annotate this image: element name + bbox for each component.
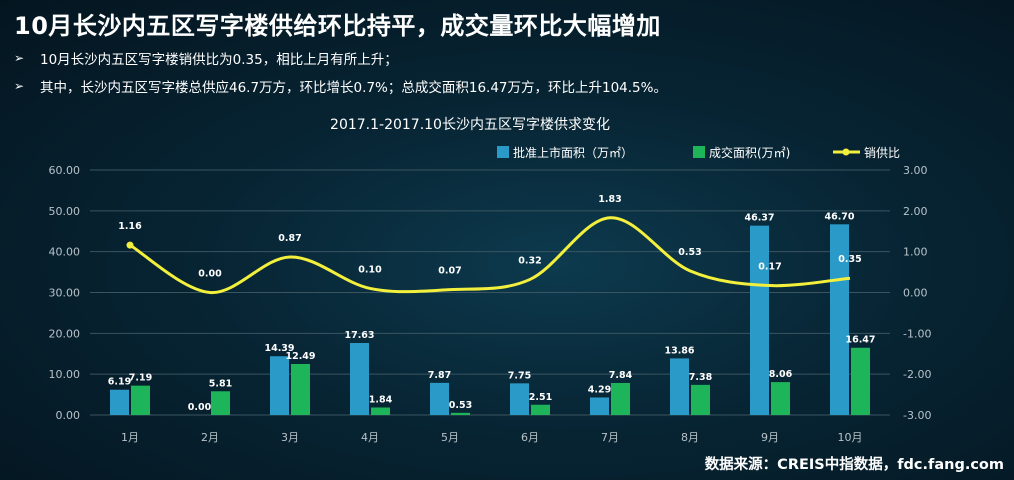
x-tick-label: 8月 — [681, 431, 699, 444]
deal-data-label: 12.49 — [285, 351, 315, 362]
legend-label-supply: 批准上市面积（万㎡） — [513, 145, 633, 160]
supply-bar — [830, 224, 849, 415]
supply-data-label: 46.37 — [744, 213, 774, 224]
y-right-tick-label: 3.00 — [903, 164, 928, 177]
deal-bar — [291, 363, 310, 415]
y-left-tick-label: 50.00 — [49, 205, 81, 218]
supply-bar — [510, 383, 529, 415]
ratio-data-label: 0.00 — [198, 269, 222, 280]
bullet-text-supply: 其中，长沙内五区写字楼总供应46.7万方，环比增长0.7%；总成交面积16.47… — [40, 80, 667, 96]
x-tick-label: 4月 — [361, 431, 379, 444]
bullet-text-ratio: 10月长沙内五区写字楼销供比为0.35，相比上月有所上升； — [40, 52, 398, 68]
legend-label-ratio: 销供比 — [864, 146, 900, 160]
deal-data-label: 0.53 — [449, 400, 472, 411]
chart-title: 2017.1-2017.10长沙内五区写字楼供求变化 — [330, 117, 610, 133]
ratio-point — [126, 241, 134, 249]
x-tick-label: 6月 — [521, 431, 539, 444]
legend-swatch-supply — [497, 146, 509, 158]
y-left-tick-label: 20.00 — [49, 327, 81, 340]
legend-label-deal: 成交面积(万㎡) — [709, 145, 790, 160]
supply-data-label: 7.75 — [508, 370, 531, 381]
supply-bar — [430, 382, 449, 415]
bullet-point-supply: ➢ 其中，长沙内五区写字楼总供应46.7万方，环比增长0.7%；总成交面积16.… — [14, 76, 667, 96]
y-left-tick-label: 10.00 — [49, 368, 81, 381]
deal-data-label: 7.84 — [609, 370, 633, 381]
y-left-tick-label: 40.00 — [49, 246, 81, 259]
y-left-tick-label: 30.00 — [49, 287, 81, 300]
arrow-bullet-icon: ➢ — [14, 79, 25, 93]
supply-bar — [750, 225, 769, 415]
x-tick-label: 5月 — [441, 431, 459, 444]
y-right-tick-label: -1.00 — [903, 327, 931, 340]
deal-data-label: 7.38 — [689, 372, 713, 383]
deal-data-label: 1.84 — [369, 394, 393, 405]
deal-bar — [531, 404, 550, 415]
y-left-tick-label: 0.00 — [56, 409, 81, 422]
supply-data-label: 13.86 — [664, 345, 694, 356]
bullet-point-ratio: ➢ 10月长沙内五区写字楼销供比为0.35，相比上月有所上升； — [14, 48, 398, 68]
supply-data-label: 6.19 — [108, 377, 131, 388]
supply-bar — [670, 358, 689, 415]
supply-bar — [110, 389, 129, 415]
data-source-note: 数据来源：CREIS中指数据，fdc.fang.com — [704, 457, 1004, 473]
arrow-bullet-icon: ➢ — [14, 51, 25, 65]
chart-bars — [110, 224, 870, 415]
x-tick-label: 3月 — [281, 431, 299, 444]
chart-axes: 0.00 10.00 20.00 30.00 40.00 50.00 60.00 -3.00 -… — [49, 164, 932, 444]
y-right-tick-label: 2.00 — [903, 205, 928, 218]
ratio-data-label: 0.07 — [438, 266, 461, 277]
deal-data-label: 16.47 — [845, 335, 875, 346]
ratio-data-label: 0.32 — [518, 255, 541, 266]
x-tick-label: 1月 — [121, 431, 139, 444]
ratio-data-label: 0.35 — [838, 254, 861, 265]
ratio-data-label: 0.87 — [278, 233, 301, 244]
supply-bar — [270, 356, 289, 415]
deal-bar — [611, 382, 630, 415]
deal-bar — [131, 385, 150, 415]
x-tick-label: 7月 — [601, 431, 619, 444]
page-title: 10月长沙内五区写字楼供给环比持平，成交量环比大幅增加 — [14, 12, 661, 40]
legend-marker-ratio — [842, 148, 850, 156]
x-tick-label: 10月 — [838, 431, 863, 444]
y-right-tick-label: -2.00 — [903, 368, 931, 381]
deal-data-label: 8.06 — [769, 369, 793, 380]
y-right-tick-label: -3.00 — [903, 409, 931, 422]
x-tick-label: 9月 — [761, 431, 779, 444]
ratio-data-label: 0.53 — [678, 247, 701, 258]
chart-legend: 批准上市面积（万㎡） 成交面积(万㎡) 销供比 — [497, 145, 900, 160]
supply-data-label: 0.00 — [188, 402, 212, 413]
y-right-tick-label: 0.00 — [903, 287, 928, 300]
ratio-data-label: 0.10 — [358, 264, 382, 275]
supply-data-label: 46.70 — [824, 211, 854, 222]
supply-data-label: 4.29 — [588, 384, 611, 395]
supply-data-label: 17.63 — [344, 330, 374, 341]
deal-bar — [371, 407, 390, 415]
deal-data-label: 2.51 — [529, 392, 552, 403]
deal-bar — [851, 347, 870, 415]
ratio-data-label: 1.16 — [118, 221, 142, 232]
supply-bar — [590, 397, 609, 415]
ratio-line-path — [129, 216, 851, 295]
deal-data-label: 5.81 — [209, 378, 232, 389]
supply-data-label: 14.39 — [264, 343, 294, 354]
ratio-data-label: 0.17 — [758, 262, 781, 273]
chart-ratio-line — [126, 216, 851, 295]
y-left-tick-label: 60.00 — [49, 164, 81, 177]
x-tick-label: 2月 — [201, 431, 219, 444]
supply-data-label: 7.87 — [428, 370, 451, 381]
deal-bar — [771, 382, 790, 415]
supply-bar — [350, 343, 369, 415]
deal-bar — [691, 384, 710, 415]
legend-swatch-deal — [693, 146, 705, 158]
deal-bar — [451, 412, 470, 415]
y-right-tick-label: 1.00 — [903, 246, 928, 259]
deal-bar — [211, 391, 230, 415]
ratio-data-label: 1.83 — [598, 194, 621, 205]
deal-data-label: 7.19 — [129, 373, 152, 384]
